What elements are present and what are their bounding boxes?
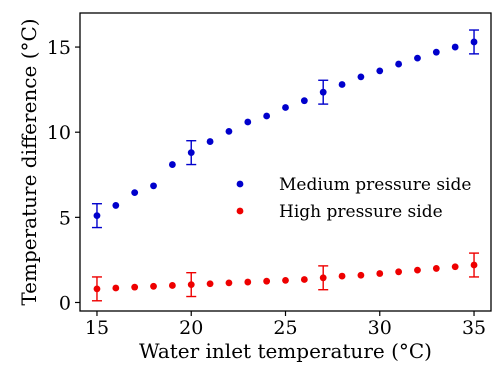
data-point	[432, 265, 440, 272]
data-point	[225, 127, 233, 135]
y-tick-label: 15	[47, 37, 71, 59]
legend-label: Medium pressure side	[279, 175, 471, 195]
data-point	[470, 38, 478, 46]
data-point	[376, 270, 384, 277]
data-point	[187, 281, 195, 289]
data-point	[395, 60, 403, 68]
x-tick-label: 25	[273, 317, 297, 339]
y-axis: 0 5 10 15	[47, 37, 80, 314]
x-axis: 15 20 25 30 35	[85, 311, 486, 339]
data-point	[432, 48, 440, 56]
y-tick-label: 10	[47, 122, 71, 144]
data-point	[357, 73, 365, 81]
data-point	[93, 212, 101, 220]
data-point	[470, 261, 478, 269]
legend-marker	[236, 207, 244, 215]
legend: Medium pressure side High pressure side	[236, 175, 471, 222]
data-point	[131, 283, 139, 291]
data-point	[414, 54, 421, 62]
x-tick-label: 15	[85, 317, 109, 339]
legend-label: High pressure side	[279, 202, 443, 222]
data-point	[282, 104, 289, 111]
data-point	[187, 149, 195, 157]
data-point	[93, 285, 101, 293]
data-point	[319, 274, 327, 282]
legend-marker	[236, 180, 244, 188]
data-point	[168, 161, 176, 168]
data-point	[206, 138, 214, 145]
data-point	[150, 182, 157, 190]
data-point	[282, 276, 289, 284]
data-point	[451, 43, 459, 51]
data-point	[206, 280, 214, 288]
data-point	[395, 268, 403, 276]
data-point	[338, 272, 346, 280]
data-point	[357, 271, 365, 279]
data-point	[338, 81, 346, 88]
x-tick-label: 20	[179, 317, 203, 339]
data-point	[300, 97, 308, 105]
series-0	[91, 29, 480, 229]
chart-marks	[91, 29, 480, 302]
y-tick-label: 5	[59, 207, 71, 229]
y-tick-label: 0	[59, 292, 71, 314]
data-point	[319, 88, 327, 96]
x-tick-label: 35	[462, 317, 486, 339]
data-point	[225, 279, 233, 287]
data-point	[112, 284, 120, 292]
series-1	[91, 252, 480, 302]
data-point	[244, 278, 252, 286]
data-point	[263, 112, 271, 120]
data-point	[263, 277, 271, 285]
data-point	[131, 189, 139, 197]
data-point	[451, 263, 459, 271]
data-point	[376, 67, 384, 75]
data-point	[244, 118, 252, 126]
data-point	[168, 282, 176, 289]
data-point	[112, 202, 120, 209]
y-axis-label: Temperature difference (°C)	[17, 18, 41, 305]
x-tick-label: 30	[368, 317, 392, 339]
data-point	[300, 276, 308, 283]
data-point	[150, 282, 157, 290]
data-point	[414, 266, 421, 274]
x-axis-label: Water inlet temperature (°C)	[139, 339, 432, 363]
plot-frame	[79, 12, 492, 312]
